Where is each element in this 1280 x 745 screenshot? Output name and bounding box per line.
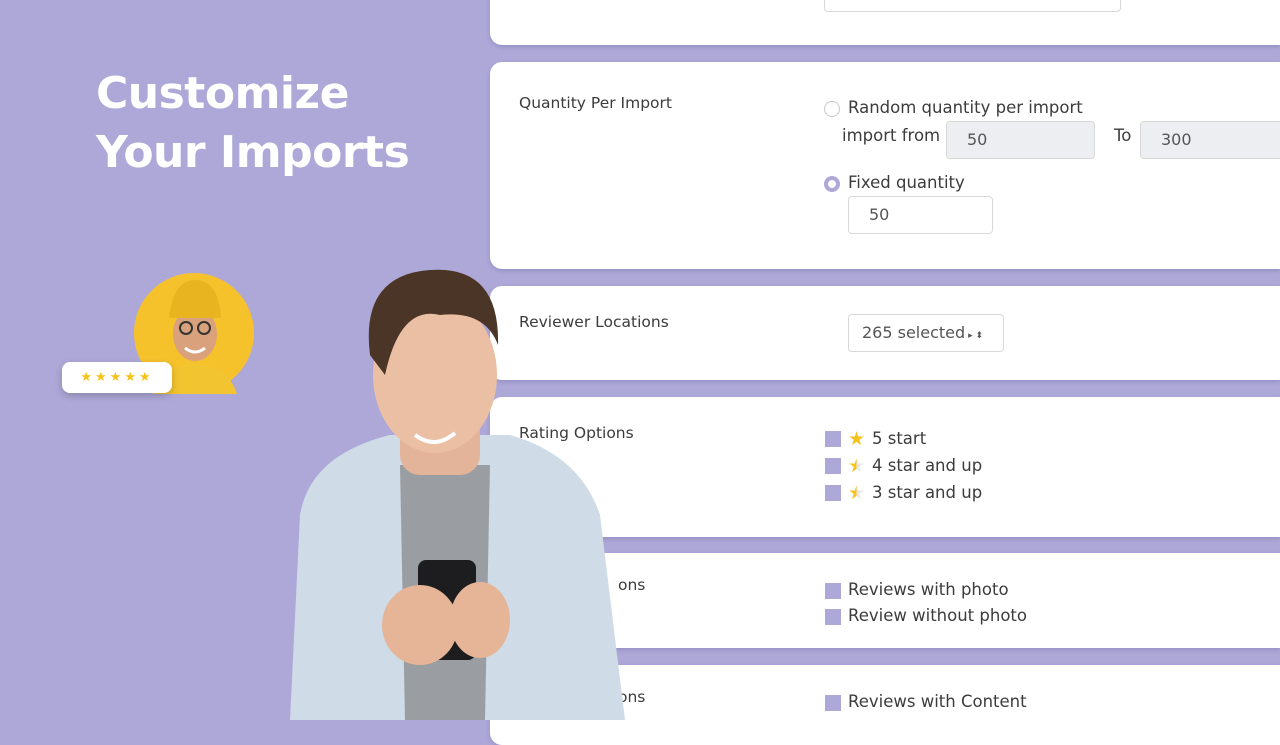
import-to-input[interactable]: 300 <box>1140 121 1280 159</box>
rating-stars-badge: ★★★★★ <box>62 362 172 393</box>
person-with-phone-photo <box>290 269 625 720</box>
quantity-card: Quantity Per Import Random quantity per … <box>490 62 1280 269</box>
to-label: To <box>1114 126 1132 145</box>
star-half-icon: ★ <box>848 482 866 504</box>
rating-5-label: 5 start <box>872 429 927 448</box>
headline-line-1: Customize <box>96 68 349 119</box>
with-photo-checkbox[interactable] <box>825 583 841 599</box>
card-top <box>490 0 1280 45</box>
rating-card: Rating Options ★ 5 start ★ 4 star and up… <box>490 397 1280 537</box>
random-quantity-label: Random quantity per import <box>848 98 1083 117</box>
import-from-input[interactable]: 50 <box>946 121 1095 159</box>
locations-label: Reviewer Locations <box>519 313 669 331</box>
locations-select-value: 265 selected <box>862 323 966 342</box>
rating-5-checkbox[interactable] <box>825 431 841 447</box>
headline-line-2: Your Imports <box>96 127 410 178</box>
locations-select[interactable]: 265 selected ▸ ⬍ <box>848 314 1004 352</box>
fixed-quantity-radio[interactable] <box>824 176 840 192</box>
with-photo-label: Reviews with photo <box>848 580 1009 599</box>
rating-3-checkbox[interactable] <box>825 485 841 501</box>
headline: Customize Your Imports <box>96 64 410 182</box>
rating-4-checkbox[interactable] <box>825 458 841 474</box>
fixed-quantity-label: Fixed quantity <box>848 173 965 192</box>
photo-label: ons <box>618 576 646 594</box>
fixed-quantity-input[interactable]: 50 <box>848 196 993 234</box>
without-photo-label: Review without photo <box>848 606 1027 625</box>
select-arrows-icon: ▸ ⬍ <box>968 331 984 341</box>
with-content-label: Reviews with Content <box>848 692 1027 711</box>
with-content-checkbox[interactable] <box>825 695 841 711</box>
locations-card: Reviewer Locations 265 selected ▸ ⬍ <box>490 286 1280 380</box>
random-quantity-radio[interactable] <box>824 101 840 117</box>
quantity-label: Quantity Per Import <box>519 94 672 112</box>
rating-3-label: 3 star and up <box>872 483 983 502</box>
import-from-label: import from <box>842 126 941 145</box>
content-label: ons <box>618 688 646 706</box>
without-photo-checkbox[interactable] <box>825 609 841 625</box>
photo-card: ons Reviews with photo Review without ph… <box>490 553 1280 648</box>
rating-label: Rating Options <box>519 424 634 442</box>
rating-4-label: 4 star and up <box>872 456 983 475</box>
top-input[interactable] <box>824 0 1121 12</box>
star-full-icon: ★ <box>848 428 866 450</box>
star-half-icon: ★ <box>848 455 866 477</box>
